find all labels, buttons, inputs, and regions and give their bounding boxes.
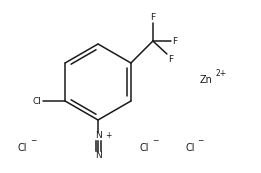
Text: 2+: 2+ [216, 69, 227, 78]
Text: Zn: Zn [200, 75, 213, 85]
Text: F: F [172, 37, 177, 45]
Text: +: + [105, 131, 111, 140]
Text: Cl: Cl [32, 97, 41, 106]
Text: −: − [30, 136, 36, 145]
Text: Cl: Cl [185, 143, 194, 153]
Text: Cl: Cl [140, 143, 150, 153]
Text: N: N [95, 131, 101, 140]
Text: F: F [150, 13, 156, 22]
Text: −: − [152, 136, 158, 145]
Text: F: F [168, 55, 173, 64]
Text: Cl: Cl [18, 143, 27, 153]
Text: −: − [197, 136, 203, 145]
Text: N: N [95, 152, 101, 161]
